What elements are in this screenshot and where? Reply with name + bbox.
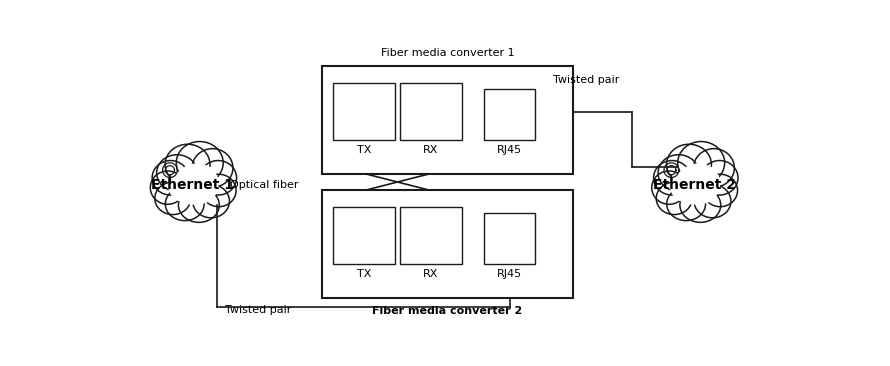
Ellipse shape: [677, 142, 724, 184]
Ellipse shape: [201, 174, 236, 207]
Bar: [321, 67, 573, 173]
Ellipse shape: [703, 174, 738, 207]
Ellipse shape: [694, 184, 731, 218]
Polygon shape: [167, 163, 219, 205]
Text: TX: TX: [357, 269, 372, 279]
Bar: [334, 83, 395, 140]
Bar: [484, 213, 536, 264]
Bar: [484, 89, 536, 140]
Ellipse shape: [667, 144, 711, 185]
Ellipse shape: [166, 187, 204, 221]
Ellipse shape: [152, 161, 189, 195]
Text: Twisted pair: Twisted pair: [225, 306, 291, 315]
Ellipse shape: [667, 187, 706, 221]
Text: Ethernet 2: Ethernet 2: [652, 178, 736, 192]
Polygon shape: [669, 163, 720, 205]
Ellipse shape: [179, 188, 219, 223]
Ellipse shape: [165, 144, 210, 185]
Ellipse shape: [193, 184, 230, 218]
Text: Optical fiber: Optical fiber: [231, 180, 299, 190]
Ellipse shape: [651, 171, 686, 204]
Text: Fiber media converter 1: Fiber media converter 1: [381, 48, 514, 58]
Ellipse shape: [656, 182, 692, 214]
Bar: [400, 83, 462, 140]
Ellipse shape: [658, 155, 699, 191]
Ellipse shape: [701, 161, 738, 195]
Ellipse shape: [192, 149, 233, 187]
Ellipse shape: [155, 182, 190, 214]
Text: Ethernet 1: Ethernet 1: [151, 178, 234, 192]
Ellipse shape: [157, 155, 198, 191]
Bar: [400, 208, 462, 264]
Text: RX: RX: [423, 145, 438, 155]
Text: RJ45: RJ45: [497, 269, 522, 279]
Ellipse shape: [693, 149, 734, 187]
Ellipse shape: [680, 188, 721, 223]
Text: RJ45: RJ45: [497, 145, 522, 155]
Ellipse shape: [150, 171, 185, 204]
Text: RX: RX: [423, 269, 438, 279]
Ellipse shape: [176, 142, 223, 184]
Text: TX: TX: [357, 145, 372, 155]
Bar: [321, 190, 573, 298]
Ellipse shape: [199, 161, 237, 195]
Bar: [334, 208, 395, 264]
Ellipse shape: [653, 161, 691, 195]
Text: Twisted pair: Twisted pair: [553, 75, 619, 85]
Text: Fiber media converter 2: Fiber media converter 2: [372, 306, 522, 316]
